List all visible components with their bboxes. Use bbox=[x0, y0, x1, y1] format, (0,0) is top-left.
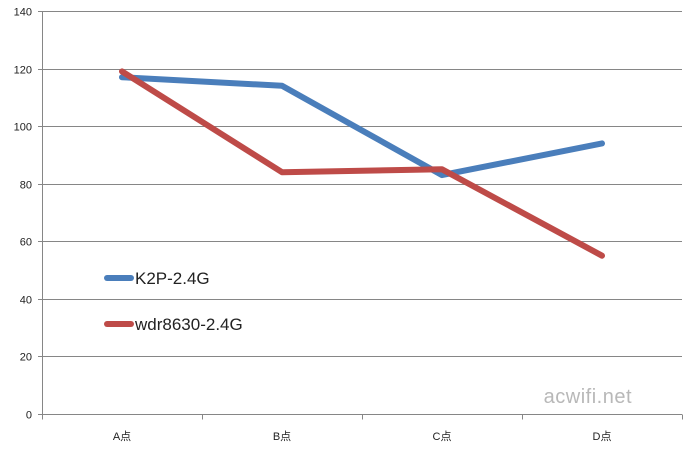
y-tick-label: 140 bbox=[14, 7, 32, 19]
y-tick-label: 120 bbox=[14, 65, 32, 77]
series-line-1 bbox=[119, 74, 605, 179]
y-tick-label: 40 bbox=[20, 295, 32, 307]
y-tick-label: 0 bbox=[26, 410, 32, 422]
legend-label: wdr8630-2.4G bbox=[134, 315, 243, 334]
axes bbox=[38, 11, 683, 420]
legend-label: K2P-2.4G bbox=[135, 269, 210, 288]
x-tick-label: B点 bbox=[273, 430, 291, 443]
series-line-2 bbox=[119, 68, 605, 259]
y-tick-label: 80 bbox=[20, 180, 32, 192]
legend: K2P-2.4G wdr8630-2.4G bbox=[104, 269, 243, 334]
x-tick-labels: A点 B点 C点 D点 bbox=[113, 430, 612, 443]
y-tick-label: 100 bbox=[14, 122, 32, 134]
x-tick-label: C点 bbox=[433, 430, 452, 443]
y-tick-label: 20 bbox=[20, 352, 32, 364]
x-tick-label: A点 bbox=[113, 430, 131, 443]
series-lines bbox=[119, 68, 605, 259]
watermark: acwifi.net bbox=[543, 386, 632, 408]
x-tick-label: D点 bbox=[593, 430, 612, 443]
y-tick-label: 60 bbox=[20, 237, 32, 249]
y-tick-labels: 0 20 40 60 80 100 120 140 bbox=[14, 7, 32, 422]
gridlines bbox=[42, 11, 682, 357]
